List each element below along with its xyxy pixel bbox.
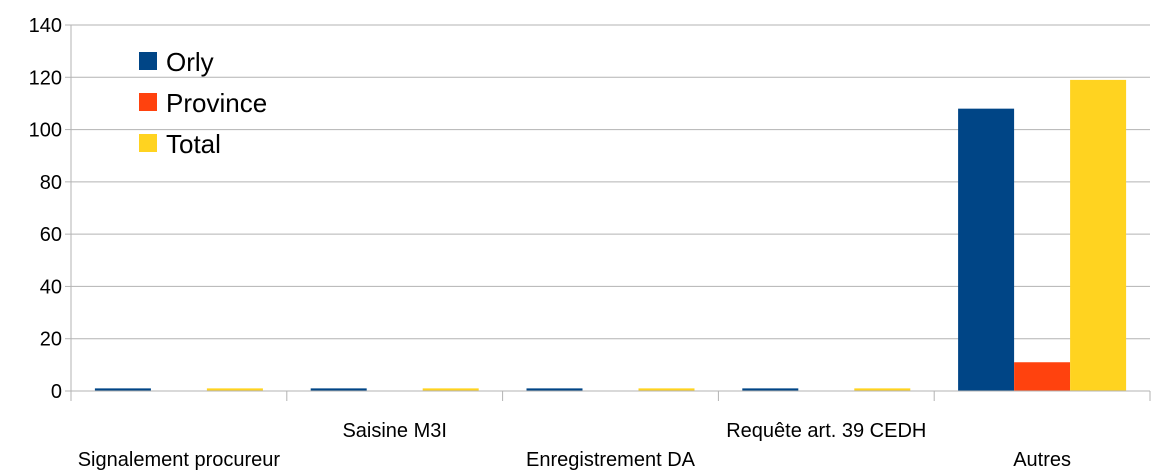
bar-orly-2 (526, 388, 583, 391)
category-label: Enregistrement DA (526, 449, 696, 470)
bar-orly-0 (94, 388, 151, 391)
bar-orly-4 (958, 108, 1015, 392)
bars (94, 79, 1127, 392)
legend-label-total: Total (166, 129, 221, 159)
bar-orly-1 (310, 388, 367, 391)
y-tick-label: 100 (29, 120, 62, 142)
bar-total-0 (206, 388, 263, 391)
bar-orly-3 (742, 388, 799, 391)
category-label: Signalement procureur (78, 449, 281, 470)
y-tick-label: 20 (40, 329, 62, 351)
bar-total-2 (638, 388, 695, 391)
y-tick-label: 60 (40, 224, 62, 246)
y-tick-label: 120 (29, 67, 62, 89)
y-tick-labels: 0 20 40 60 80 100 120 140 (29, 15, 62, 403)
bar-total-1 (422, 388, 479, 391)
legend-label-orly: Orly (166, 47, 214, 77)
gridlines (71, 24, 1150, 340)
legend-swatch-total (139, 134, 157, 152)
y-tick-label: 40 (40, 276, 62, 298)
bar-total-4 (1070, 79, 1127, 392)
legend-label-province: Province (166, 88, 267, 118)
bar-province-4 (1014, 362, 1071, 391)
bar-total-3 (854, 388, 911, 391)
y-tick-label: 140 (29, 15, 62, 37)
category-label: Autres (1013, 449, 1071, 470)
category-label: Requête art. 39 CEDH (726, 420, 926, 442)
axes (65, 24, 1151, 401)
y-tick-label: 80 (40, 172, 62, 194)
category-label: Saisine M3I (342, 420, 447, 442)
category-labels: Signalement procureur Saisine M3I Enregist… (78, 420, 1071, 470)
legend-swatch-province (139, 93, 157, 111)
legend-swatch-orly (139, 52, 157, 70)
y-tick-label: 0 (51, 381, 62, 403)
legend: Orly Province Total (139, 47, 267, 159)
